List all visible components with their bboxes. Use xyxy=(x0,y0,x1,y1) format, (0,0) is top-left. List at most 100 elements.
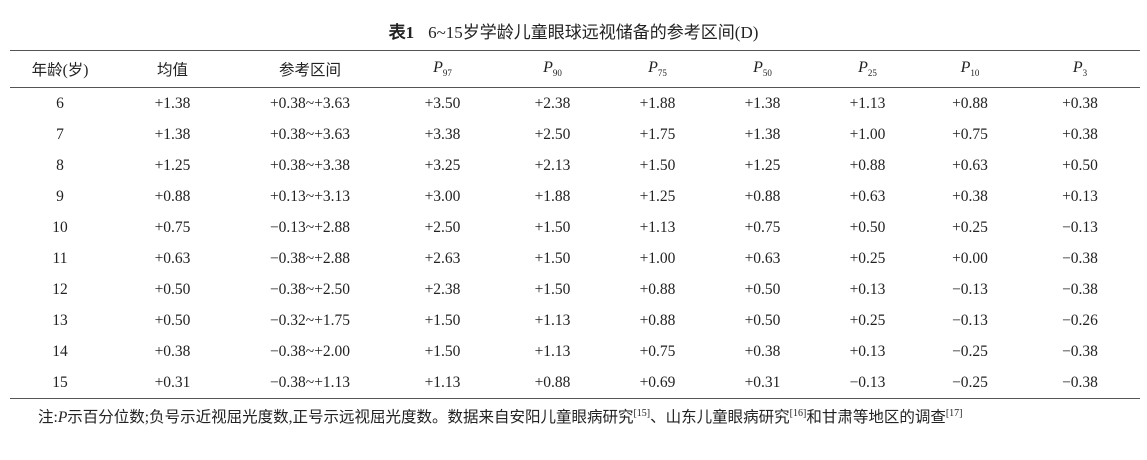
table-cell: −0.38 xyxy=(1062,280,1098,298)
table-cell: +0.50 xyxy=(744,280,781,298)
table-cell: +0.38~+3.38 xyxy=(269,156,351,174)
table-cell: 13 xyxy=(52,311,68,329)
header-cell: P3 xyxy=(1020,51,1140,88)
table-cell: +0.38 xyxy=(1062,94,1098,112)
table-cell: 8 xyxy=(56,156,64,174)
table-cell: +1.50 xyxy=(639,156,676,174)
table-cell: +1.25 xyxy=(154,156,191,174)
header-row: 年龄(岁) 均值 参考区间 P97 P90 P75 P50 P25 P10 P3 xyxy=(10,50,1140,88)
note-text: 和甘肃等地区的调查 xyxy=(806,409,946,427)
table-row: 9 +0.88 +0.13~+3.13 +3.00 +1.88 +1.25 +0.88 +0.… xyxy=(10,181,1140,212)
table-cell: +0.25 xyxy=(849,249,886,267)
header-cell: P75 xyxy=(605,51,710,88)
header-subscript: 25 xyxy=(867,68,877,79)
header-symbol: P xyxy=(960,59,971,77)
header-cell: P10 xyxy=(920,51,1020,88)
header-text: 均值 xyxy=(156,62,188,79)
table-cell: +0.31 xyxy=(154,373,191,391)
header-cell: 均值 xyxy=(110,51,235,88)
table-cell: +0.69 xyxy=(639,373,676,391)
table-cell: +2.50 xyxy=(424,218,461,236)
note-text: [16] xyxy=(789,408,807,419)
table-cell: −0.13 xyxy=(849,373,886,391)
table-cell: +1.38 xyxy=(154,125,191,143)
header-cell: 参考区间 xyxy=(235,51,385,88)
note-text: P xyxy=(57,409,68,427)
table-row: 13 +0.50 −0.32~+1.75 +1.50 +1.13 +0.88 +0.50 +0… xyxy=(10,305,1140,336)
table-title: 表1 6~15岁学龄儿童眼球远视储备的参考区间(D) xyxy=(0,18,1147,43)
table-row: 6 +1.38 +0.38~+3.63 +3.50 +2.38 +1.88 +1.38 +1.… xyxy=(10,88,1140,120)
table-cell: +1.00 xyxy=(849,125,886,143)
table-cell: +0.50 xyxy=(154,280,191,298)
table-cell: +2.38 xyxy=(424,280,461,298)
table-cell: +1.88 xyxy=(639,94,676,112)
header-symbol: P xyxy=(648,59,658,77)
table-cell: 12 xyxy=(52,280,68,298)
table-cell: −0.38~+2.50 xyxy=(269,280,351,298)
table-cell: +1.38 xyxy=(744,94,781,112)
table: 年龄(岁) 均值 参考区间 P97 P90 P75 P50 P25 P10 P3 6 +1.38 +0… xyxy=(10,50,1140,399)
table-cell: +1.50 xyxy=(424,311,461,329)
table-cell: −0.13 xyxy=(952,280,988,298)
header-text: 年龄(岁) xyxy=(31,62,89,79)
title-label: 表1 xyxy=(388,23,415,42)
table-cell: +1.13 xyxy=(639,218,676,236)
header-symbol: P xyxy=(433,59,443,77)
table-cell: 14 xyxy=(52,342,68,360)
table-cell: +0.38~+3.63 xyxy=(269,94,351,112)
table-cell: +0.88 xyxy=(154,187,191,205)
table-cell: +1.13 xyxy=(534,342,571,360)
note-text: 注: xyxy=(38,409,58,427)
table-row: 8 +1.25 +0.38~+3.38 +3.25 +2.13 +1.50 +1.25 +0.… xyxy=(10,150,1140,181)
table-cell: +2.13 xyxy=(534,156,571,174)
table-cell: +2.63 xyxy=(424,249,461,267)
table-cell: +0.75 xyxy=(952,125,988,143)
table-cell: +3.38 xyxy=(424,125,461,143)
table-cell: −0.32~+1.75 xyxy=(269,311,351,329)
table-cell: +1.25 xyxy=(744,156,781,174)
table-cell: −0.38~+1.13 xyxy=(269,373,351,391)
header-cell: P25 xyxy=(815,51,920,88)
table-cell: +0.50 xyxy=(744,311,781,329)
table-cell: +1.50 xyxy=(534,218,571,236)
table-cell: +0.63 xyxy=(744,249,781,267)
header-symbol: P xyxy=(753,59,763,77)
table-cell: +0.50 xyxy=(154,311,191,329)
table-cell: +0.00 xyxy=(952,249,988,267)
table-cell: −0.38~+2.00 xyxy=(269,342,351,360)
table-cell: +0.38~+3.63 xyxy=(269,125,351,143)
header-symbol: P xyxy=(858,59,868,77)
table-cell: +0.25 xyxy=(952,218,988,236)
table-cell: 15 xyxy=(52,373,68,391)
table-cell: +0.63 xyxy=(154,249,191,267)
header-cell: 年龄(岁) xyxy=(10,51,110,88)
header-cell: P90 xyxy=(500,51,605,88)
table-cell: 10 xyxy=(52,218,68,236)
table-cell: −0.13~+2.88 xyxy=(269,218,351,236)
table-cell: +0.75 xyxy=(154,218,191,236)
table-cell: −0.25 xyxy=(952,373,988,391)
table-cell: +0.88 xyxy=(849,156,886,174)
table-cell: +0.88 xyxy=(639,280,676,298)
note-text: [15] xyxy=(633,408,651,419)
title-text: 6~15岁学龄儿童眼球远视储备的参考区间(D) xyxy=(428,23,759,42)
table-cell: 11 xyxy=(52,249,68,267)
header-subscript: 75 xyxy=(657,68,667,79)
table-cell: +0.50 xyxy=(849,218,886,236)
header-text: 参考区间 xyxy=(278,62,341,79)
table-cell: +0.63 xyxy=(849,187,886,205)
table-cell: +0.13~+3.13 xyxy=(269,187,351,205)
table-cell: +0.63 xyxy=(952,156,988,174)
table-note: 注:P示百分位数;负号示近视屈光度数,正号示远视屈光度数。数据来自安阳儿童眼病研… xyxy=(18,400,1128,432)
table-cell: +1.38 xyxy=(744,125,781,143)
table-cell: +0.88 xyxy=(744,187,781,205)
table-cell: +1.13 xyxy=(424,373,461,391)
table-cell: 9 xyxy=(56,187,64,205)
table-row: 15 +0.31 −0.38~+1.13 +1.13 +0.88 +0.69 +0.31 −0… xyxy=(10,367,1140,399)
table-row: 11 +0.63 −0.38~+2.88 +2.63 +1.50 +1.00 +0.63 +0… xyxy=(10,243,1140,274)
table-cell: +0.38 xyxy=(154,342,191,360)
table-cell: +0.13 xyxy=(1062,187,1098,205)
table-cell: +1.50 xyxy=(534,249,571,267)
table-cell: +0.38 xyxy=(744,342,781,360)
table-cell: +0.13 xyxy=(849,342,886,360)
